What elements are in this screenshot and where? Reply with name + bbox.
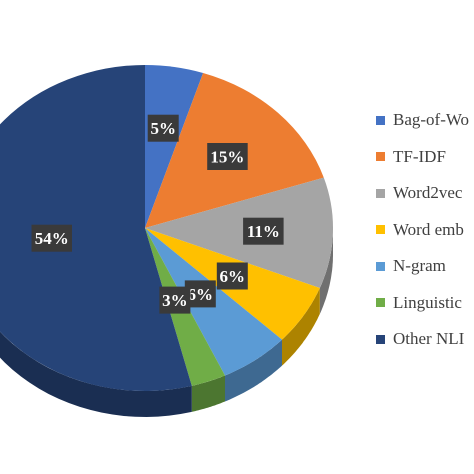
legend-item: N-gram <box>376 253 446 279</box>
legend-swatch <box>376 115 385 125</box>
data-label-4: 6% <box>216 262 248 290</box>
data-label-text: 5% <box>150 119 176 138</box>
data-label-box <box>147 114 179 142</box>
data-label-box <box>31 224 72 252</box>
pie-slice-7 <box>0 65 192 391</box>
legend-label: N-gram <box>393 256 446 275</box>
legend-swatch <box>376 225 385 234</box>
pie-side-7 <box>0 331 192 417</box>
data-label-text: 11% <box>247 222 280 241</box>
legend-item: Word emb <box>376 217 464 243</box>
pie-side-6 <box>191 375 225 412</box>
legend-label: Linguistic <box>393 292 462 312</box>
legend-swatch <box>376 152 385 161</box>
pie-slice-3 <box>145 177 334 288</box>
legend-swatch <box>376 188 385 198</box>
legend-item: Other NLI <box>376 326 464 352</box>
legend: Bag-of-Wo TF-IDF Word2vec Word emb N-gram Lin… <box>376 0 474 474</box>
data-label-box <box>216 262 248 290</box>
data-label-3: 11% <box>243 217 284 245</box>
data-label-box <box>207 143 248 170</box>
legend-item: Word2vec <box>376 180 462 206</box>
pie-side-walls <box>0 228 333 417</box>
data-label-6: 3% <box>159 286 191 314</box>
legend-swatch <box>376 298 385 307</box>
data-label-box <box>243 217 284 245</box>
legend-item: TF-IDF <box>376 144 446 170</box>
data-label-7: 54% <box>31 224 72 252</box>
pie-side-4 <box>282 288 320 366</box>
data-label-text: 6% <box>220 267 246 286</box>
data-label-text: 3% <box>162 291 188 310</box>
data-label-text: 15% <box>210 148 244 167</box>
pie-data-labels: 5%15%11%6%6%3%54% <box>31 114 284 314</box>
pie-slice-1 <box>145 65 204 228</box>
legend-item: Bag-of-Wo <box>376 107 469 133</box>
data-label-box <box>159 286 191 314</box>
legend-swatch <box>376 334 385 344</box>
legend-label: Other NLI <box>393 329 465 348</box>
legend-item: Linguistic <box>376 290 462 316</box>
data-label-text: 54% <box>35 229 69 248</box>
legend-label: Word2vec <box>393 183 463 202</box>
pie-side-5 <box>225 339 282 402</box>
pie-side-3 <box>319 228 333 314</box>
data-label-text: 6% <box>188 285 214 304</box>
legend-label: Bag-of-Wo <box>393 110 470 129</box>
data-label-2: 15% <box>207 143 248 170</box>
legend-label: Word emb <box>393 219 464 239</box>
legend-label: TF-IDF <box>393 146 446 166</box>
legend-swatch <box>376 261 385 271</box>
data-label-1: 5% <box>147 114 179 142</box>
